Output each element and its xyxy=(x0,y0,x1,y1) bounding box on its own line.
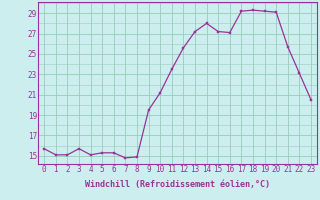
X-axis label: Windchill (Refroidissement éolien,°C): Windchill (Refroidissement éolien,°C) xyxy=(85,180,270,189)
